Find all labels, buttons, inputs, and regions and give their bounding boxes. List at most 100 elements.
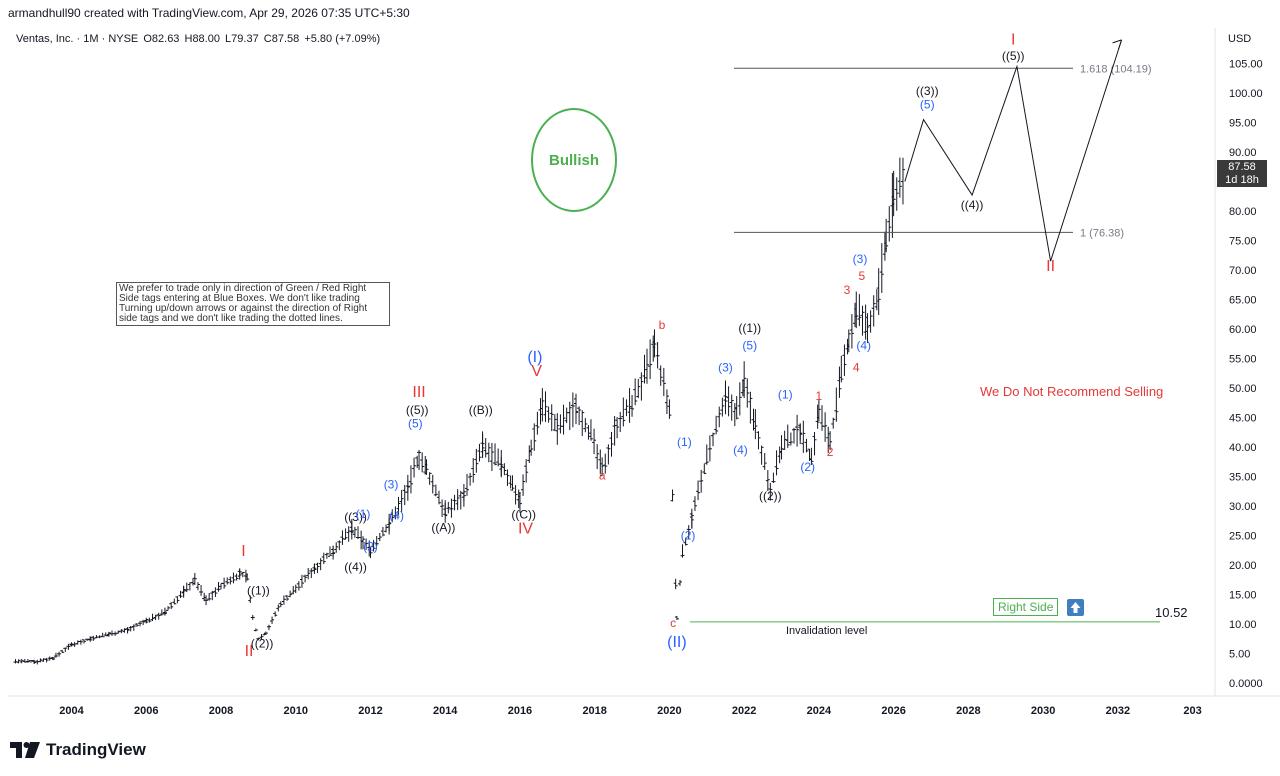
- wave-label: b: [659, 318, 666, 332]
- wave-label: (2): [800, 460, 815, 474]
- wave-label: ((B)): [469, 403, 493, 417]
- wave-label: ((4)): [344, 560, 367, 574]
- y-tick-label: 100.00: [1229, 88, 1263, 100]
- recommend-text: We Do Not Recommend Selling: [980, 384, 1164, 399]
- wave-label: (1): [778, 388, 793, 402]
- wave-label: (3): [718, 360, 733, 374]
- projection-arrowhead: [1112, 39, 1123, 50]
- y-tick-label: 20.00: [1229, 560, 1257, 572]
- x-tick-label: 2012: [358, 705, 382, 717]
- ohlc-close: C87.58: [263, 33, 300, 45]
- wave-label: IV: [518, 521, 533, 538]
- wave-label: 1: [816, 389, 823, 403]
- y-tick-label: 50.00: [1229, 383, 1257, 395]
- bar-countdown: 1d 18h: [1225, 174, 1259, 186]
- wave-label: (3): [384, 477, 399, 491]
- symbol-name[interactable]: Ventas, Inc. · 1M · NYSE: [16, 33, 139, 45]
- wave-label: 2: [827, 445, 834, 459]
- symbol-legend: Ventas, Inc. · 1M · NYSE O82.63 H88.00 L…: [16, 33, 382, 45]
- right-side-tag[interactable]: Right Side: [993, 598, 1059, 616]
- wave-label: (I): [527, 349, 542, 366]
- wave-label: III: [412, 384, 425, 401]
- bullish-badge: Bullish: [531, 108, 617, 212]
- wave-label: ((3)): [916, 84, 939, 98]
- y-tick-label: 15.00: [1229, 590, 1257, 602]
- up-arrow-icon[interactable]: [1067, 599, 1084, 616]
- y-tick-label: 25.00: [1229, 531, 1257, 543]
- wave-label: I: [1011, 32, 1015, 49]
- wave-label: ((2)): [759, 489, 782, 503]
- y-tick-label: 30.00: [1229, 501, 1257, 513]
- wave-label: a: [599, 468, 606, 482]
- wave-label: (3): [853, 252, 868, 266]
- y-tick-label: 60.00: [1229, 324, 1257, 336]
- wave-label: II: [245, 643, 254, 660]
- wave-label: c: [670, 616, 676, 630]
- x-tick-label: 2006: [134, 705, 158, 717]
- y-tick-label: 70.00: [1229, 265, 1257, 277]
- wave-label: ((2)): [251, 637, 274, 651]
- x-tick-label: 2022: [732, 705, 756, 717]
- wave-label: ((5)): [1002, 49, 1025, 63]
- wave-label: (4): [389, 509, 404, 523]
- wave-label: ((1)): [247, 584, 270, 598]
- x-tick-label: 203: [1183, 705, 1201, 717]
- wave-label: (5): [408, 417, 423, 431]
- created-by-line: armandhull90 created with TradingView.co…: [8, 6, 410, 20]
- y-tick-label: 95.00: [1229, 118, 1257, 130]
- wave-label: (4): [733, 443, 748, 457]
- y-tick-label: 45.00: [1229, 413, 1257, 425]
- ohlc-change: +5.80 (+7.09%): [304, 33, 381, 45]
- y-tick-label: 75.00: [1229, 236, 1257, 248]
- trading-note: We prefer to trade only in direction of …: [116, 282, 390, 326]
- y-tick-label: 105.00: [1229, 59, 1263, 71]
- currency-label[interactable]: USD: [1228, 33, 1252, 45]
- invalidation-value: 10.52: [1155, 605, 1188, 620]
- fib-level-label: 1 (76.38): [1080, 227, 1124, 239]
- ohlc-high: H88.00: [184, 33, 220, 45]
- x-tick-label: 2028: [956, 705, 980, 717]
- wave-label: ((3)): [344, 510, 367, 524]
- x-tick-label: 2020: [657, 705, 681, 717]
- wave-label: (2): [681, 529, 696, 543]
- x-tick-label: 2010: [283, 705, 307, 717]
- wave-label: (1): [677, 435, 692, 449]
- x-tick-label: 2032: [1106, 705, 1130, 717]
- wave-label: (4): [856, 339, 871, 353]
- wave-label: (5): [742, 339, 757, 353]
- wave-label: 5: [859, 269, 866, 283]
- y-tick-label: 10.00: [1229, 619, 1257, 631]
- wave-label: II: [1046, 258, 1055, 275]
- y-tick-label: 90.00: [1229, 147, 1257, 159]
- x-tick-label: 2016: [508, 705, 532, 717]
- wave-label: (II): [667, 634, 687, 651]
- ohlc-low: L79.37: [225, 33, 259, 45]
- wave-label: ((A)): [431, 520, 455, 534]
- ohlc-open: O82.63: [143, 33, 180, 45]
- wave-label: (2): [363, 539, 378, 553]
- wave-label: ((1)): [738, 321, 761, 335]
- x-tick-label: 2030: [1031, 705, 1055, 717]
- wave-label: ((5)): [406, 403, 429, 417]
- y-tick-label: 40.00: [1229, 442, 1257, 454]
- wave-label: I: [241, 543, 245, 560]
- tradingview-logo[interactable]: TradingView: [10, 740, 146, 760]
- y-tick-label: 65.00: [1229, 295, 1257, 307]
- wave-label: (1): [356, 507, 371, 521]
- wave-label: 4: [853, 360, 860, 374]
- x-tick-label: 2008: [209, 705, 233, 717]
- fib-level-label: 1.618 (104.19): [1080, 63, 1152, 75]
- wave-label: ((4)): [961, 198, 984, 212]
- invalidation-label: Invalidation level: [786, 625, 867, 637]
- bullish-label: Bullish: [548, 152, 599, 169]
- projection-path: [904, 39, 1123, 262]
- y-tick-label: 35.00: [1229, 472, 1257, 484]
- wave-label: ((C)): [511, 507, 536, 521]
- x-tick-label: 2014: [433, 705, 458, 717]
- wave-label: (5): [920, 97, 935, 111]
- y-tick-label: 0.0000: [1229, 678, 1263, 690]
- x-tick-label: 2024: [807, 705, 832, 717]
- last-price-tag: 87.58 1d 18h: [1217, 160, 1267, 187]
- y-tick-label: 55.00: [1229, 354, 1257, 366]
- x-tick-label: 2018: [582, 705, 606, 717]
